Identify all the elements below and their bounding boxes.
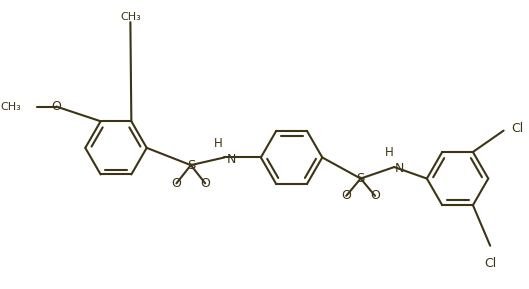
Text: O: O [370,189,380,202]
Text: N: N [226,153,236,166]
Text: Cl: Cl [484,257,496,270]
Text: Cl: Cl [512,122,524,135]
Text: O: O [341,189,351,202]
Text: N: N [394,162,404,175]
Text: O: O [171,177,181,190]
Text: CH₃: CH₃ [0,102,21,112]
Text: CH₃: CH₃ [120,12,141,22]
Text: O: O [51,100,61,113]
Text: S: S [187,159,195,172]
Text: H: H [214,137,223,150]
Text: O: O [200,177,210,190]
Text: H: H [385,146,394,159]
Text: S: S [357,172,365,185]
